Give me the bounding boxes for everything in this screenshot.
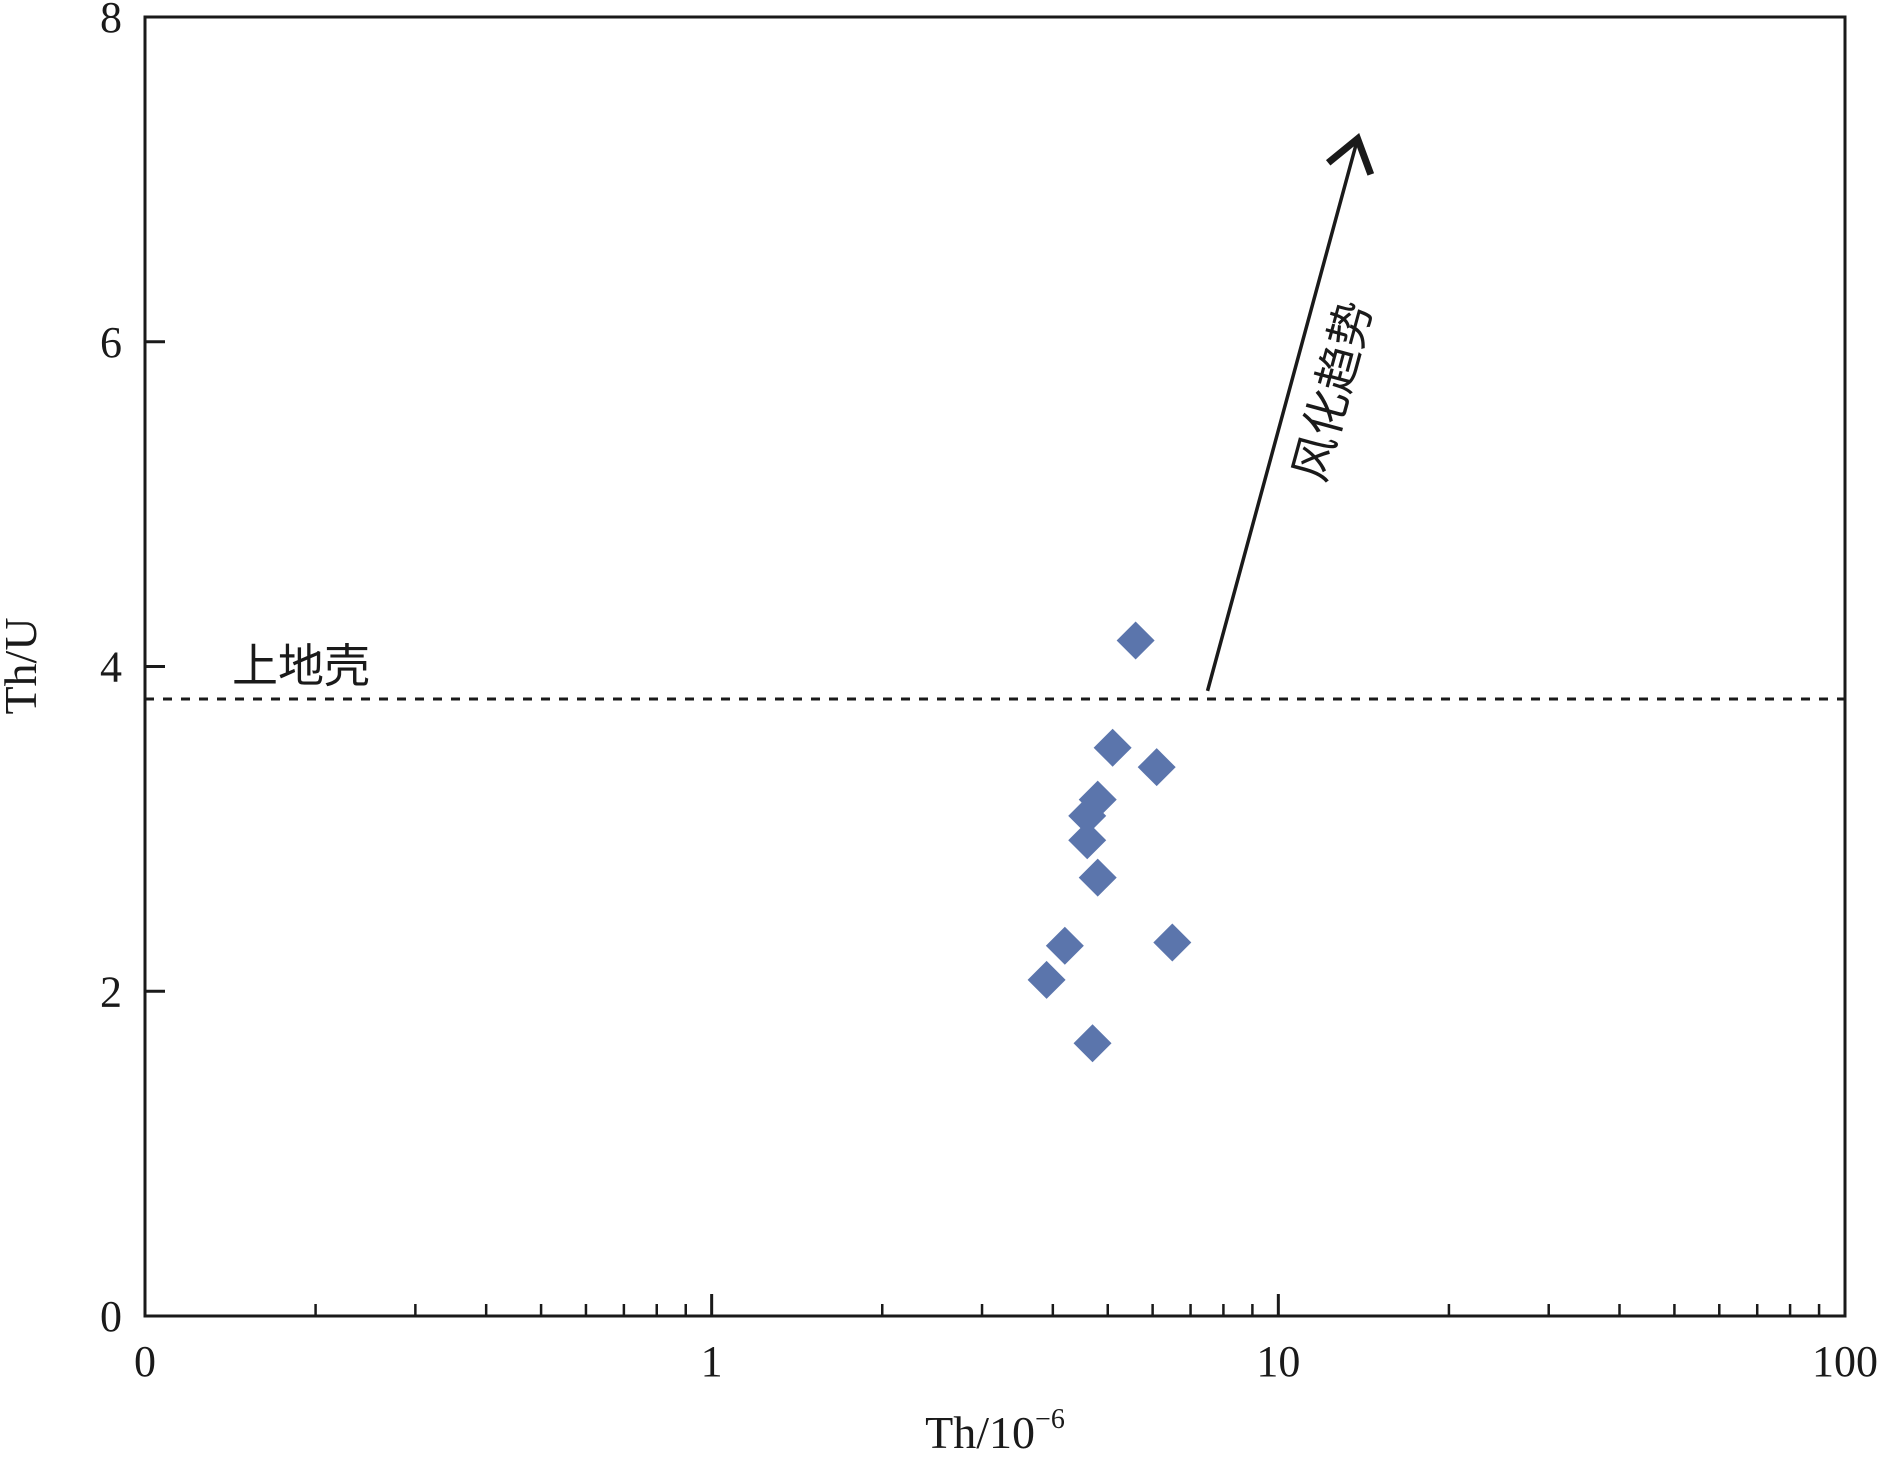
data-point-diamond: [1093, 728, 1132, 767]
data-point-diamond: [1068, 821, 1107, 860]
x-axis-title-main: Th/10: [925, 1407, 1035, 1458]
y-tick-label: 4: [100, 643, 122, 692]
plot-frame: [143, 15, 1847, 1318]
data-point-diamond: [1153, 923, 1192, 962]
data-point-diamond: [1045, 926, 1084, 965]
data-point-diamond: [1068, 796, 1107, 835]
x-tick-label: 1: [701, 1337, 723, 1386]
x-tick-label: 100: [1812, 1337, 1878, 1386]
x-axis: 0 1 10 100: [134, 1294, 1878, 1386]
x-minor-ticks: [314, 1304, 1821, 1316]
y-tick-label: 2: [100, 967, 122, 1016]
data-point-diamond: [1137, 748, 1176, 787]
x-axis-title-exponent: −6: [1035, 1404, 1065, 1435]
x-tick-label: 10: [1256, 1337, 1300, 1386]
data-points: [1027, 621, 1192, 1063]
data-point-diamond: [1078, 858, 1117, 897]
y-tick-label: 8: [100, 0, 122, 42]
x-tick-label: 0: [134, 1337, 156, 1386]
y-tick-label: 6: [100, 318, 122, 367]
y-tick-label: 0: [100, 1292, 122, 1341]
arrow-head-icon: [1325, 132, 1375, 176]
y-axis-title: Th/U: [0, 617, 46, 714]
data-point-diamond: [1027, 960, 1066, 999]
x-axis-title: Th/10−6: [925, 1404, 1065, 1458]
data-point-diamond: [1116, 621, 1155, 660]
upper-crust-label: 上地壳: [232, 639, 370, 693]
weathering-trend-label: 风化趋势: [1282, 295, 1382, 487]
data-point-diamond: [1073, 1024, 1112, 1063]
y-axis: 0 2 4 6 8: [100, 0, 165, 1341]
weathering-trend-arrow: [1205, 138, 1360, 692]
